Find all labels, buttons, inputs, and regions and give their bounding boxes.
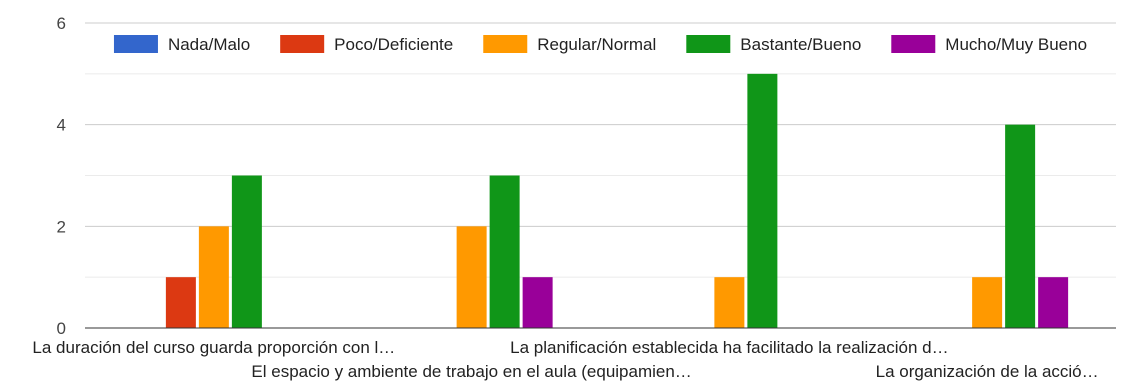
legend-swatch [280, 35, 325, 53]
x-category-label: La planificación establecida ha facilita… [510, 338, 949, 357]
legend-item[interactable]: Bastante/Bueno [686, 35, 861, 54]
legend-label: Regular/Normal [537, 35, 656, 54]
legend-item[interactable]: Nada/Malo [113, 35, 250, 54]
legend-label: Bastante/Bueno [740, 35, 861, 54]
bar[interactable] [714, 277, 745, 328]
bar[interactable] [747, 73, 778, 328]
y-tick-label: 4 [57, 116, 66, 135]
legend-swatch [483, 35, 528, 53]
bar[interactable] [456, 226, 487, 328]
bar[interactable] [1038, 277, 1069, 328]
bar[interactable] [489, 175, 520, 329]
legend-item[interactable]: Mucho/Muy Bueno [891, 35, 1087, 54]
y-tick-label: 2 [57, 217, 66, 236]
x-category-label: La organización de la acció… [876, 362, 1099, 381]
bar[interactable] [198, 226, 229, 328]
legend-label: Nada/Malo [168, 35, 250, 54]
axes: 0 2 4 6 La duración del curso guarda proporc… [32, 14, 1116, 381]
x-category-label: La duración del curso guarda proporción … [32, 338, 395, 357]
y-tick-label: 6 [57, 14, 66, 33]
legend-swatch [891, 35, 936, 53]
legend-item[interactable]: Poco/Deficiente [280, 35, 453, 54]
legend-label: Mucho/Muy Bueno [945, 35, 1087, 54]
legend-label: Poco/Deficiente [334, 35, 453, 54]
bar[interactable] [972, 277, 1003, 328]
legend-swatch [113, 35, 158, 53]
x-category-label: El espacio y ambiente de trabajo en el a… [251, 362, 691, 381]
bar[interactable] [165, 277, 196, 328]
bar[interactable] [522, 277, 553, 328]
bars [165, 73, 1069, 329]
y-tick-label: 0 [57, 319, 66, 338]
legend: Nada/Malo Poco/Deficiente Regular/Normal Ba… [113, 35, 1087, 54]
bar[interactable] [1005, 124, 1036, 329]
legend-item[interactable]: Regular/Normal [483, 35, 656, 54]
legend-swatch [686, 35, 731, 53]
bar[interactable] [231, 175, 262, 329]
